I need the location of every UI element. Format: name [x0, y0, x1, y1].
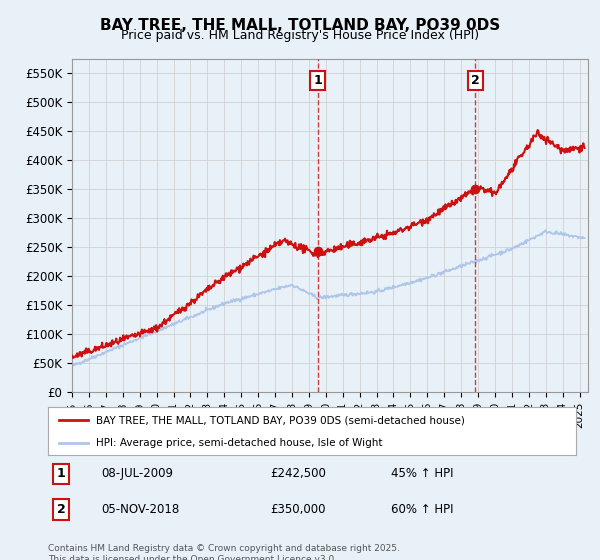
Text: HPI: Average price, semi-detached house, Isle of Wight: HPI: Average price, semi-detached house,…: [95, 438, 382, 448]
Text: Price paid vs. HM Land Registry's House Price Index (HPI): Price paid vs. HM Land Registry's House …: [121, 29, 479, 42]
Text: 2: 2: [471, 74, 480, 87]
Text: BAY TREE, THE MALL, TOTLAND BAY, PO39 0DS: BAY TREE, THE MALL, TOTLAND BAY, PO39 0D…: [100, 18, 500, 33]
Text: 08-JUL-2009: 08-JUL-2009: [101, 468, 173, 480]
Text: BAY TREE, THE MALL, TOTLAND BAY, PO39 0DS (semi-detached house): BAY TREE, THE MALL, TOTLAND BAY, PO39 0D…: [95, 416, 464, 426]
Text: Contains HM Land Registry data © Crown copyright and database right 2025.
This d: Contains HM Land Registry data © Crown c…: [48, 544, 400, 560]
Text: 45% ↑ HPI: 45% ↑ HPI: [391, 468, 454, 480]
Text: £242,500: £242,500: [270, 468, 326, 480]
Text: 60% ↑ HPI: 60% ↑ HPI: [391, 503, 454, 516]
Text: 1: 1: [313, 74, 322, 87]
Text: 05-NOV-2018: 05-NOV-2018: [101, 503, 179, 516]
Text: 2: 2: [57, 503, 65, 516]
Text: £350,000: £350,000: [270, 503, 325, 516]
Text: 1: 1: [57, 468, 65, 480]
